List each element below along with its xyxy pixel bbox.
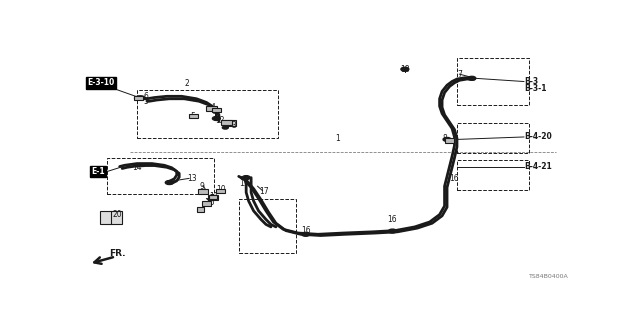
Text: 20: 20 bbox=[113, 210, 122, 219]
Circle shape bbox=[242, 176, 250, 180]
Bar bbox=[212, 108, 221, 112]
Circle shape bbox=[222, 126, 228, 129]
Circle shape bbox=[443, 138, 451, 141]
Bar bbox=[457, 160, 529, 190]
Circle shape bbox=[401, 67, 409, 71]
Text: 14: 14 bbox=[132, 163, 142, 172]
Text: B-3-1: B-3-1 bbox=[524, 84, 547, 93]
Bar bbox=[108, 158, 214, 194]
Bar bbox=[208, 195, 218, 200]
Circle shape bbox=[134, 96, 143, 100]
Text: 16: 16 bbox=[301, 226, 310, 235]
Bar bbox=[206, 106, 217, 111]
Bar bbox=[216, 189, 225, 193]
Text: 2: 2 bbox=[184, 79, 189, 89]
Text: 19: 19 bbox=[239, 179, 248, 188]
Text: 3: 3 bbox=[231, 121, 236, 130]
Circle shape bbox=[468, 76, 476, 80]
Text: 7: 7 bbox=[457, 70, 462, 79]
Circle shape bbox=[445, 139, 454, 143]
Text: TS84B0400A: TS84B0400A bbox=[529, 274, 568, 279]
Text: E-1: E-1 bbox=[91, 167, 104, 176]
Text: 16: 16 bbox=[450, 174, 460, 183]
Text: 11: 11 bbox=[209, 192, 219, 201]
Bar bbox=[137, 90, 278, 138]
Text: E-3-10: E-3-10 bbox=[88, 78, 115, 87]
Text: 4: 4 bbox=[211, 103, 216, 112]
Text: 5: 5 bbox=[191, 111, 196, 121]
Bar bbox=[134, 96, 143, 100]
Text: B-4-21: B-4-21 bbox=[524, 162, 552, 171]
Bar bbox=[221, 120, 232, 124]
Text: 1: 1 bbox=[335, 134, 340, 143]
Text: 13: 13 bbox=[187, 174, 196, 183]
Text: 18: 18 bbox=[400, 65, 410, 74]
Bar bbox=[100, 211, 122, 224]
Text: 16: 16 bbox=[388, 215, 397, 224]
Circle shape bbox=[388, 229, 396, 233]
Text: 9: 9 bbox=[199, 182, 204, 191]
Text: 10: 10 bbox=[216, 185, 226, 195]
Circle shape bbox=[165, 180, 173, 185]
Text: 12: 12 bbox=[215, 116, 225, 125]
Bar bbox=[196, 207, 205, 212]
Bar bbox=[445, 138, 454, 143]
Text: 17: 17 bbox=[259, 187, 268, 196]
Bar bbox=[198, 189, 208, 194]
Text: FR.: FR. bbox=[109, 249, 125, 258]
Circle shape bbox=[212, 116, 220, 120]
Text: 6: 6 bbox=[211, 107, 216, 116]
Bar bbox=[457, 58, 529, 105]
Text: 5: 5 bbox=[143, 97, 148, 106]
Text: 8: 8 bbox=[442, 134, 447, 143]
Bar bbox=[457, 124, 529, 153]
Bar bbox=[202, 201, 211, 206]
Circle shape bbox=[301, 232, 310, 236]
Text: B-3: B-3 bbox=[524, 77, 538, 86]
Text: B-4-20: B-4-20 bbox=[524, 132, 552, 141]
FancyBboxPatch shape bbox=[224, 120, 236, 126]
Bar bbox=[239, 198, 296, 253]
Bar bbox=[209, 195, 217, 199]
Text: 15: 15 bbox=[205, 198, 215, 207]
Text: 6: 6 bbox=[143, 92, 148, 101]
Bar bbox=[189, 114, 198, 118]
